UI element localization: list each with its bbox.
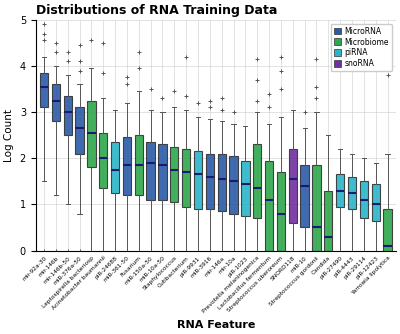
PathPatch shape [206,154,214,209]
Y-axis label: Log Count: Log Count [4,109,14,162]
PathPatch shape [336,174,344,207]
PathPatch shape [241,161,250,216]
PathPatch shape [123,138,131,195]
Text: Distributions of RNA Training Data: Distributions of RNA Training Data [36,4,277,17]
PathPatch shape [229,156,238,214]
PathPatch shape [170,147,178,202]
PathPatch shape [289,149,297,223]
PathPatch shape [40,73,48,108]
PathPatch shape [75,108,84,154]
PathPatch shape [265,161,273,250]
PathPatch shape [87,101,96,167]
PathPatch shape [218,154,226,211]
PathPatch shape [372,184,380,220]
PathPatch shape [146,142,155,200]
Legend: MicroRNA, Microbiome, piRNA, snoRNA: MicroRNA, Microbiome, piRNA, snoRNA [331,23,392,71]
PathPatch shape [277,172,285,250]
PathPatch shape [64,96,72,135]
PathPatch shape [300,165,309,227]
PathPatch shape [383,209,392,250]
PathPatch shape [182,149,190,207]
PathPatch shape [99,133,107,188]
PathPatch shape [52,85,60,121]
PathPatch shape [324,190,332,250]
PathPatch shape [135,135,143,195]
PathPatch shape [111,142,119,193]
X-axis label: RNA Feature: RNA Feature [176,320,255,330]
PathPatch shape [194,151,202,209]
PathPatch shape [360,181,368,218]
PathPatch shape [253,144,261,218]
PathPatch shape [348,177,356,209]
PathPatch shape [158,144,167,200]
PathPatch shape [312,165,321,250]
